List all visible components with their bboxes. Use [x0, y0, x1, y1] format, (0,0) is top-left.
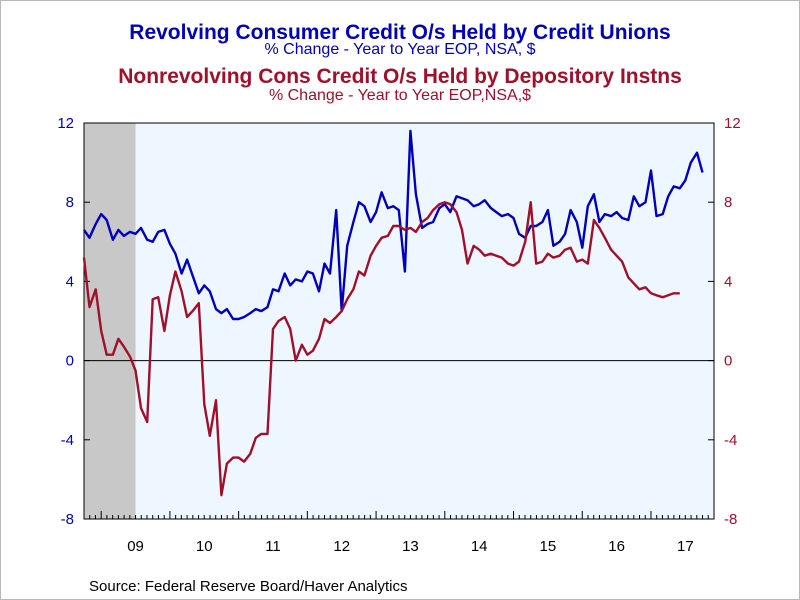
chart-subtitle-1: % Change - Year to Year EOP, NSA, $: [264, 41, 536, 58]
x-tick-label: 15: [540, 538, 557, 555]
y-left-tick-label: 12: [57, 115, 74, 132]
recession-shading: [84, 123, 136, 519]
x-tick-label: 14: [471, 538, 488, 555]
x-tick-label: 12: [333, 538, 350, 555]
y-left-tick-label: 4: [66, 273, 74, 290]
y-right-tick-label: 0: [724, 353, 732, 370]
series-line-nonrevolving: [82, 201, 680, 497]
y-left-tick-label: 8: [66, 194, 74, 211]
chart-title-2: Nonrevolving Cons Credit O/s Held by Dep…: [118, 65, 682, 88]
plot-area: [84, 123, 714, 519]
chart-subtitle-2: % Change - Year to Year EOP,NSA,$: [268, 87, 532, 104]
y-right-tick-label: -4: [724, 432, 737, 449]
x-tick-label: 13: [402, 538, 419, 555]
y-right-tick-label: -8: [724, 511, 737, 528]
x-tick-label: 09: [127, 538, 144, 555]
y-right-tick-label: 12: [724, 115, 741, 132]
x-tick-label: 16: [608, 538, 625, 555]
x-tick-label: 10: [196, 538, 213, 555]
x-tick-label: 17: [677, 538, 694, 555]
x-tick-label: 11: [265, 538, 281, 555]
y-right-tick-label: 4: [724, 273, 732, 290]
series-line-revolving: [83, 129, 704, 321]
chart-title-1: Revolving Consumer Credit O/s Held by Cr…: [129, 21, 671, 44]
y-right-tick-label: 8: [724, 194, 732, 211]
y-left-tick-label: 0: [66, 353, 74, 370]
source-note: Source: Federal Reserve Board/Haver Anal…: [89, 578, 408, 595]
y-left-tick-label: -8: [61, 511, 74, 528]
y-left-tick-label: -4: [61, 432, 74, 449]
